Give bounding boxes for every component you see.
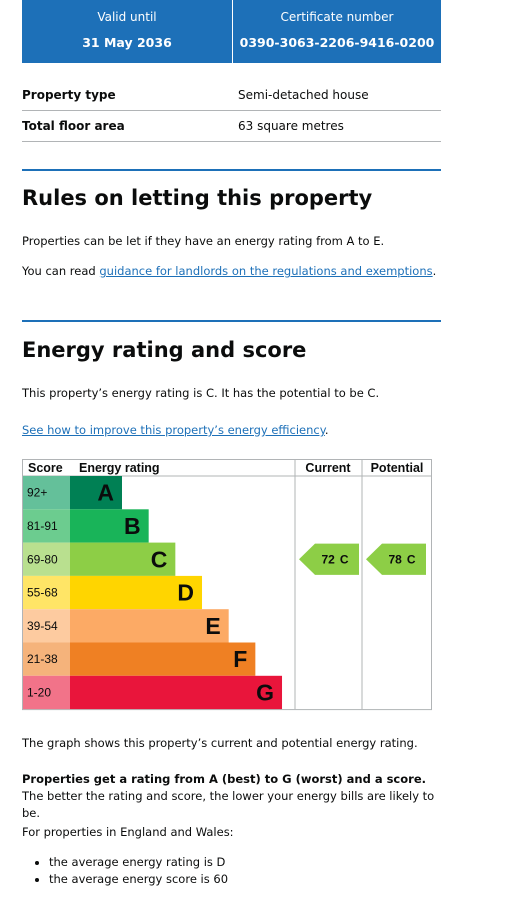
bold-text: Properties get a rating from A (best) to… xyxy=(22,772,426,786)
graph-border xyxy=(22,459,432,711)
list-item: the average energy score is 60 xyxy=(49,871,449,888)
score-cell xyxy=(23,542,70,576)
value: Semi-detached house xyxy=(238,88,369,102)
paragraph: See how to improve this property’s energ… xyxy=(22,423,329,437)
band-score: 81-91 xyxy=(27,519,58,533)
score-cell xyxy=(23,609,70,643)
band-letter: G xyxy=(256,679,274,705)
band-letter: C xyxy=(151,546,168,572)
column-header: Score xyxy=(28,461,63,475)
energy-graph: Score Energy rating Current Potential 92+ A 81… xyxy=(22,459,432,711)
score-cell xyxy=(23,675,70,710)
band-score: 69-80 xyxy=(27,552,58,566)
valid-until-cell: Valid until 31 May 2036 xyxy=(22,0,232,63)
paragraph: For properties in England and Wales: xyxy=(22,825,234,839)
rating-letter: C xyxy=(340,552,349,566)
band-score: 92+ xyxy=(27,486,47,500)
band-bar xyxy=(70,609,229,643)
rating-arrow xyxy=(299,543,359,575)
band-bar xyxy=(70,642,256,676)
band-letter: E xyxy=(205,613,220,639)
link[interactable]: guidance for landlords on the regulation… xyxy=(99,264,433,278)
paragraph: You can read guidance for landlords on t… xyxy=(22,264,436,278)
heading: Energy rating and score xyxy=(22,338,307,362)
band-score: 55-68 xyxy=(27,586,58,600)
certificate-cell: Certificate number 0390-3063-2206-9416-02… xyxy=(233,0,441,63)
score-cell xyxy=(23,642,70,676)
score-cell xyxy=(23,509,70,543)
text: . xyxy=(432,264,437,278)
score-cell xyxy=(23,476,70,510)
column-header: Current xyxy=(305,461,351,475)
band-score: 21-38 xyxy=(27,652,58,666)
summary-row: Property type Semi-detached house xyxy=(22,80,441,111)
label: Valid until xyxy=(97,10,157,24)
label: Certificate number xyxy=(280,10,394,24)
text: You can read xyxy=(22,264,100,278)
column-header: Energy rating xyxy=(79,461,160,475)
score-cell xyxy=(23,575,70,610)
value: 63 square metres xyxy=(238,119,344,133)
paragraph: This property’s energy rating is C. It h… xyxy=(22,386,380,400)
value: 31 May 2036 xyxy=(82,35,172,50)
value: 0390-3063-2206-9416-0200 xyxy=(239,35,435,50)
list-item: the average energy rating is D xyxy=(49,854,449,871)
key: Total floor area xyxy=(22,119,125,133)
average-list: the average energy rating is D the avera… xyxy=(22,854,449,888)
rating-label: 78 C xyxy=(388,552,415,566)
paragraph: The graph shows this property’s current … xyxy=(22,736,418,750)
rating-score: 78 xyxy=(388,552,402,566)
paragraph: Properties can be let if they have an en… xyxy=(22,234,385,248)
band-bar xyxy=(70,476,122,510)
summary-row: Total floor area 63 square metres xyxy=(22,111,441,142)
band-letter: B xyxy=(124,513,141,539)
band-letter: A xyxy=(97,480,114,506)
band-score: 1-20 xyxy=(27,685,51,699)
link[interactable]: See how to improve this property’s energ… xyxy=(22,423,325,437)
band-bar xyxy=(70,675,283,710)
band-letter: D xyxy=(177,580,194,606)
section-rule xyxy=(22,169,441,171)
key: Property type xyxy=(22,88,116,102)
band-bar xyxy=(70,509,149,543)
band-bar xyxy=(70,575,203,610)
band-letter: F xyxy=(233,646,247,672)
band-bar xyxy=(70,542,176,576)
rating-arrow xyxy=(366,543,426,575)
rating-score: 72 xyxy=(321,552,335,566)
text: . xyxy=(324,423,329,437)
paragraph: Properties get a rating from A (best) to… xyxy=(22,771,442,822)
text: The better the rating and score, the low… xyxy=(22,789,435,820)
rating-letter: C xyxy=(407,552,416,566)
band-score: 39-54 xyxy=(27,619,58,633)
heading: Rules on letting this property xyxy=(22,186,373,210)
rating-label: 72 C xyxy=(321,552,348,566)
section-rule xyxy=(22,320,441,322)
column-header: Potential xyxy=(371,461,424,475)
